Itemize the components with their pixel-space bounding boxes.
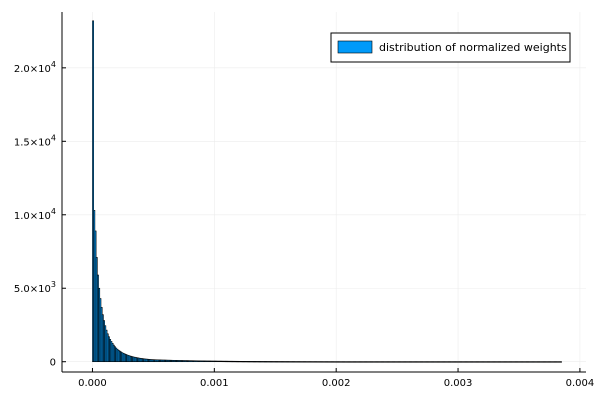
- x-tick-label: 0.003: [444, 378, 473, 389]
- y-tick-label: 2.0×104: [14, 60, 56, 75]
- x-tick-label: 0.001: [200, 378, 229, 389]
- y-tick-label: 0: [50, 358, 56, 369]
- axes: [61, 12, 586, 373]
- x-tick-label: 0.004: [566, 378, 595, 389]
- y-tick-label: 1.5×104: [14, 133, 56, 148]
- histogram-bars: [92, 20, 562, 363]
- grid: [62, 12, 586, 372]
- y-tick-label: 1.0×104: [14, 207, 56, 222]
- histogram-bar: [560, 361, 562, 363]
- x-tick-label: 0.002: [322, 378, 351, 389]
- x-tick-label: 0.000: [78, 378, 107, 389]
- histogram-bar: [92, 20, 94, 363]
- y-tick-label: 5.0×103: [14, 280, 56, 295]
- y-ticks: 0 5.0×103 1.0×104 1.5×104 2.0×104: [14, 60, 66, 369]
- x-ticks: 0.000 0.001 0.002 0.003 0.004: [78, 368, 594, 389]
- legend: distribution of normalized weights: [330, 32, 571, 63]
- legend-swatch: [337, 40, 373, 54]
- legend-label: distribution of normalized weights: [379, 41, 567, 54]
